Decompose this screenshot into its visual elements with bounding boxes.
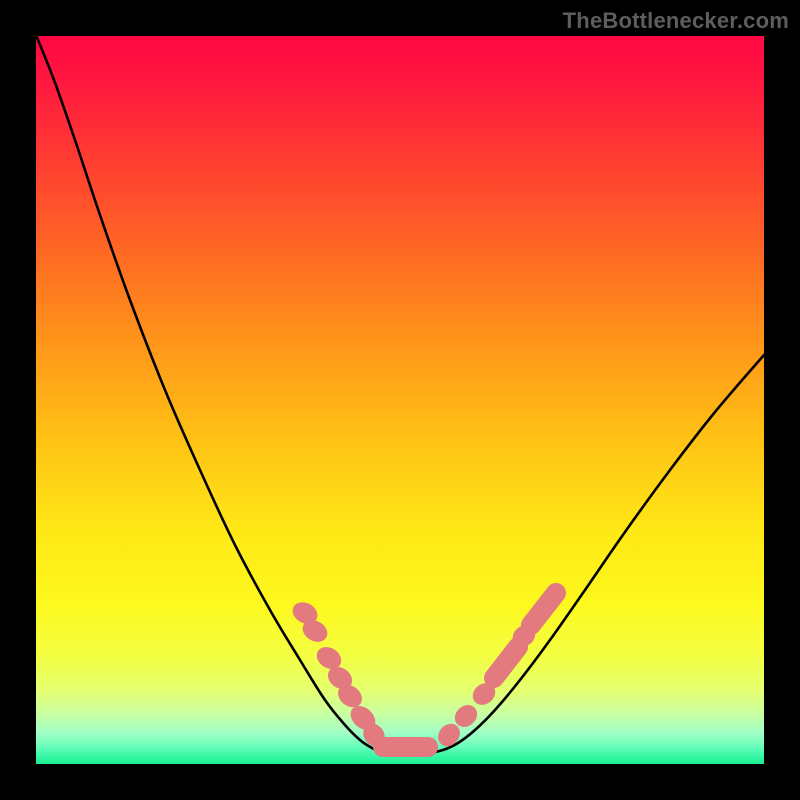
watermark-text: TheBottlenecker.com — [563, 8, 789, 34]
chart-container: TheBottlenecker.com — [0, 0, 800, 800]
chart-svg — [0, 0, 800, 800]
plot-background — [36, 36, 764, 764]
